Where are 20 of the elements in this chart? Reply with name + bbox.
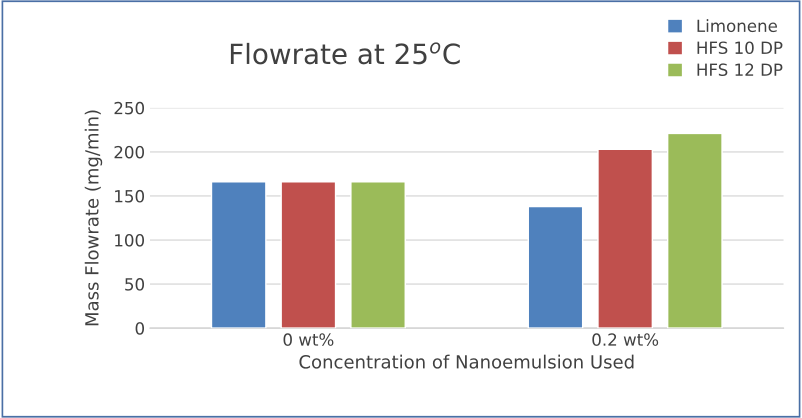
bar [528,206,584,328]
y-axis-title: Mass Flowrate (mg/min) [84,110,102,326]
y-tick-label: 50 [125,278,144,291]
y-tick-label: 150 [115,190,144,203]
chart-title: Flowrate at 25$^{o}$C [230,42,460,64]
bar [210,181,267,328]
legend-label: Limonene [698,19,777,32]
y-tick-label: 200 [114,146,144,158]
y-tick-label: 100 [115,234,144,247]
bar [597,148,654,328]
y-tick-label: 0 [136,322,144,335]
x-tick-label: 0 wt% [284,333,334,346]
bar [280,181,336,328]
x-axis-title: Concentration of Nanoemulsion Used [299,354,634,369]
bar [666,132,723,328]
legend-label: HFS 12 DP [698,63,782,76]
x-tick-label: 0.2 wt% [592,333,658,346]
y-tick-label: 250 [114,102,144,114]
bar [350,181,406,328]
legend-label: HFS 10 DP [698,41,782,54]
